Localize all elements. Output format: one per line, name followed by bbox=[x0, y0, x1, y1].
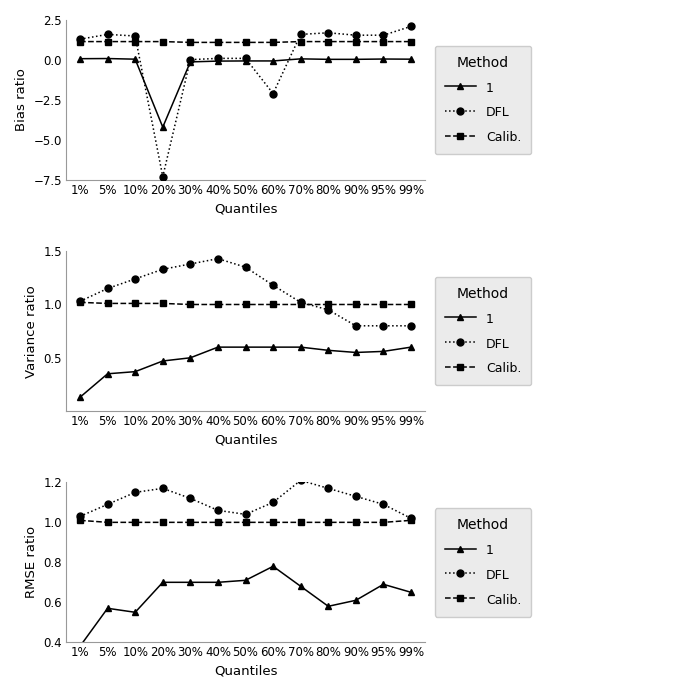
Legend: 1, DFL, Calib.: 1, DFL, Calib. bbox=[435, 277, 532, 385]
X-axis label: Quantiles: Quantiles bbox=[214, 202, 277, 216]
Legend: 1, DFL, Calib.: 1, DFL, Calib. bbox=[435, 46, 532, 155]
Y-axis label: Variance ratio: Variance ratio bbox=[25, 285, 38, 378]
X-axis label: Quantiles: Quantiles bbox=[214, 665, 277, 678]
Y-axis label: RMSE ratio: RMSE ratio bbox=[25, 526, 38, 598]
X-axis label: Quantiles: Quantiles bbox=[214, 434, 277, 447]
Legend: 1, DFL, Calib.: 1, DFL, Calib. bbox=[435, 508, 532, 617]
Y-axis label: Bias ratio: Bias ratio bbox=[15, 69, 28, 132]
